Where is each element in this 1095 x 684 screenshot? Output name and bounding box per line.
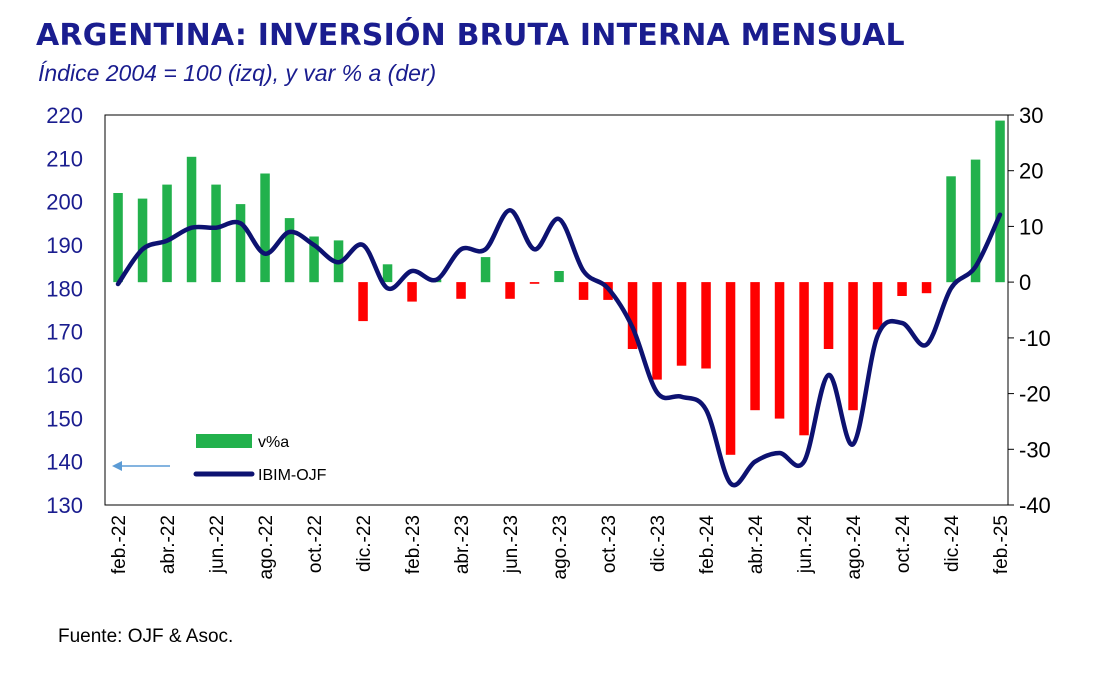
bar-may.-22 [186, 156, 197, 283]
right-tick-label: -20 [1019, 382, 1051, 407]
bar-mar.-22 [137, 198, 148, 283]
left-tick-label: 200 [46, 190, 83, 215]
x-tick-label: oct.-23 [599, 515, 620, 573]
bar-jul.-24 [823, 282, 834, 349]
bar-jun.-23 [505, 282, 515, 299]
bar-mar.-24 [725, 282, 736, 455]
left-tick-label: 150 [46, 406, 83, 431]
x-tick-label: ago.-22 [256, 515, 277, 579]
bar-abr.-22 [162, 184, 172, 283]
x-tick-label: jun.-24 [795, 515, 816, 575]
x-axis: feb.-22 abr.-22 jun.-22 ago.-22 oct.-22 dic.-… [109, 515, 1012, 580]
x-tick-label: feb.-24 [697, 515, 718, 575]
line-series [115, 208, 1003, 488]
left-tick-label: 210 [46, 146, 83, 171]
right-tick-label: -40 [1019, 493, 1051, 518]
x-tick-label: oct.-22 [305, 515, 326, 573]
line-ibim-ojf [115, 208, 1003, 488]
bar-ene.-25 [970, 159, 981, 283]
x-tick-label: abr.-22 [158, 515, 179, 574]
chart-subtitle: Índice 2004 = 100 (izq), y var % a (der) [38, 60, 437, 86]
bar-oct.-24 [897, 282, 907, 296]
bar-may.-24 [774, 282, 785, 419]
left-tick-label: 140 [46, 450, 83, 475]
legend-label-bar: v%a [258, 434, 289, 451]
bar-feb.-22 [113, 193, 123, 283]
bar-nov.-23 [627, 282, 638, 349]
legend: v%a IBIM-OJF [193, 434, 327, 484]
bar-series [113, 120, 1005, 455]
left-tick-label: 190 [46, 233, 83, 258]
bar-feb.-24 [701, 282, 711, 369]
bar-abr.-23 [456, 282, 466, 299]
bar-ago.-24 [848, 282, 858, 411]
right-tick-label: 0 [1019, 270, 1031, 295]
bar-ago.-22 [260, 173, 270, 283]
bar-may.-23 [480, 257, 491, 283]
left-tick-label: 220 [46, 103, 83, 128]
right-tick-label: 30 [1019, 103, 1043, 128]
bar-dic.-22 [358, 282, 368, 322]
bar-abr.-24 [750, 282, 760, 411]
left-tick-label: 160 [46, 363, 83, 388]
x-tick-label: ago.-24 [844, 515, 865, 580]
right-axis: -40 -30 -20 -10 0 10 20 30 [1008, 103, 1051, 518]
x-tick-label: jun.-23 [501, 515, 522, 574]
x-tick-label: feb.-22 [109, 515, 130, 574]
bar-sep.-24 [872, 282, 883, 330]
x-tick-label: oct.-24 [893, 515, 914, 574]
left-axis: 130 140 150 160 170 180 190 200 210 220 [46, 103, 83, 518]
left-tick-label: 180 [46, 276, 83, 301]
x-tick-label: feb.-23 [403, 515, 424, 574]
x-tick-label: dic.-22 [354, 515, 375, 572]
bar-oct.-22 [309, 236, 319, 283]
bar-jun.-24 [799, 282, 809, 436]
plot-area [104, 114, 1009, 506]
bar-feb.-23 [407, 282, 417, 302]
bar-feb.-25 [995, 120, 1005, 283]
bar-jul.-22 [235, 204, 246, 283]
x-tick-label: dic.-24 [942, 515, 963, 572]
bar-nov.-24 [921, 282, 932, 294]
legend-label-line: IBIM-OJF [258, 467, 327, 484]
source-note: Fuente: OJF & Asoc. [58, 626, 234, 647]
bar-sep.-23 [578, 282, 589, 300]
right-tick-label: -30 [1019, 437, 1051, 462]
left-tick-label: 130 [46, 493, 83, 518]
bar-ago.-23 [554, 271, 564, 283]
right-tick-label: 10 [1019, 214, 1043, 239]
bar-ene.-23 [382, 264, 393, 283]
bar-sep.-22 [284, 218, 295, 283]
bar-jun.-22 [211, 184, 221, 283]
right-tick-label: -10 [1019, 326, 1051, 351]
left-tick-label: 170 [46, 320, 83, 345]
bar-dic.-24 [946, 176, 956, 283]
legend-swatch-bar [196, 434, 252, 448]
chart-title: ARGENTINA: INVERSIÓN BRUTA INTERNA MENSU… [36, 18, 905, 53]
x-tick-label: abr.-24 [746, 515, 767, 575]
bar-ene.-24 [676, 282, 687, 366]
bar-dic.-23 [652, 282, 662, 380]
axis-arrow [112, 461, 170, 471]
x-tick-label: ago.-23 [550, 515, 571, 579]
x-tick-label: abr.-23 [452, 515, 473, 574]
x-tick-label: dic.-23 [648, 515, 669, 572]
x-tick-label: jun.-22 [207, 515, 228, 574]
bar-jul.-23 [529, 282, 540, 284]
x-tick-label: feb.-25 [991, 515, 1012, 574]
right-tick-label: 20 [1019, 159, 1043, 184]
